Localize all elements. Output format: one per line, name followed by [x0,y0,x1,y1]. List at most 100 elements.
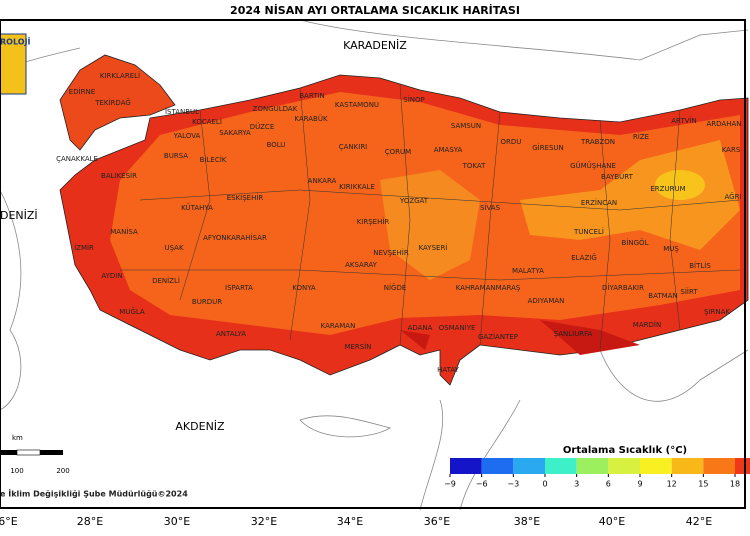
province-label: RİZE [633,132,649,141]
scale-label: 100 [10,467,23,475]
longitude-label: 38°E [514,515,540,528]
province-label: BİTLİS [689,261,711,270]
province-label: BİLECİK [200,155,227,164]
province-label: MERSİN [344,342,371,351]
province-label: OSMANİYE [439,323,476,332]
province-label: ÇORUM [385,148,411,156]
longitude-label: 30°E [164,515,190,528]
province-label: DENİZLİ [152,276,180,285]
province-label: ŞIRNAK [704,308,730,316]
province-label: BOLU [267,141,286,149]
colorbar: −9 −6 −3 0 3 6 9 12 15 18 [444,458,750,489]
province-label: BAYBURT [601,173,634,181]
province-label: ISPARTA [225,284,253,292]
colorbar-tick-label: −9 [444,480,456,489]
province-label: MALATYA [512,267,544,275]
province-label: BATMAN [648,292,677,300]
province-label: MUŞ [663,245,679,253]
province-label: ARDAHAN [707,120,742,128]
colorbar-segment [450,458,482,474]
province-label: TUNCELİ [573,227,604,236]
province-label: AMASYA [434,146,463,154]
province-label: YOZGAT [399,197,429,205]
longitude-label: 40°E [599,515,625,528]
province-label: ARTVİN [671,116,697,125]
province-label: ZONGULDAK [253,105,298,113]
province-label: KIRIKKALE [339,183,375,191]
colorbar-segment [513,458,545,474]
title: 2024 NİSAN AYI ORTALAMA SICAKLIK HARİTAS… [230,3,520,17]
province-label: AKSARAY [345,261,378,269]
province-label: KIRŞEHİR [357,217,390,226]
province-label: SİİRT [680,287,698,296]
province-label: DİYARBAKIR [602,283,644,292]
province-label: KOCAELİ [192,117,222,126]
sea-label: AKDENİZ [175,420,225,433]
province-label: BURSA [164,152,188,160]
province-label: BALIKESİR [101,171,137,180]
province-label: HATAY [437,366,459,374]
province-label: KONYA [292,284,316,292]
colorbar-segment [481,458,514,474]
province-label: TRABZON [580,138,615,146]
province-label: SAMSUN [451,122,481,130]
province-label: AYDIN [101,272,122,280]
province-label: ERZURUM [650,185,685,193]
province-label: SİVAS [480,203,501,212]
province-label: SAKARYA [219,129,251,137]
colorbar-tick-label: 3 [574,480,579,489]
province-label: EDİRNE [69,87,95,96]
province-label: BURDUR [192,298,222,306]
scale-unit: km [12,434,23,442]
province-label: KARAMAN [321,322,356,330]
longitude-label: 42°E [686,515,712,528]
colorbar-segment [640,458,672,474]
colorbar-tick-label: 0 [542,480,547,489]
province-label: MUĞLA [119,307,145,316]
province-label: YALOVA [173,132,201,140]
logo-text: ROLOJİ [0,37,31,47]
province-label: KIRKLARELİ [100,71,140,80]
province-label: GİRESUN [532,143,564,152]
colorbar-segment [576,458,609,474]
longitude-label: 6°E [0,515,18,528]
province-label: ANKARA [308,177,337,185]
province-label: ORDU [501,138,522,146]
colorbar-tick-label: −6 [476,480,488,489]
province-label: ERZİNCAN [581,198,617,207]
colorbar-segment [671,458,704,474]
province-label: ELAZIĞ [571,253,597,262]
province-label: ANTALYA [216,330,246,338]
turkey [59,54,749,386]
colorbar-tick-label: 6 [606,480,611,489]
province-label: ADIYAMAN [528,297,565,305]
colorbar-segment [703,458,735,474]
province-label: KARABÜK [294,114,328,123]
longitude-label: 34°E [337,515,363,528]
province-label: SİNOP [403,95,424,104]
province-label: KAYSERİ [419,243,448,252]
province-label: DÜZCE [250,122,275,131]
province-label: AFYONKARAHİSAR [203,233,267,242]
province-label: MARDİN [633,320,661,329]
longitude-label: 36°E [424,515,450,528]
scale-bar: km 100 200 [0,434,70,475]
province-label: GÜMÜŞHANE [570,161,616,170]
province-label: NEVŞEHİR [373,248,409,257]
colorbar-tick-label: −3 [507,480,519,489]
province-label: BARTIN [299,92,325,100]
province-label: KASTAMONU [335,101,379,109]
colorbar-segment [735,458,750,474]
longitude-label: 32°E [251,515,277,528]
footer: e İklim Değişikliği Şube Müdürlüğü©2024 [0,489,188,499]
colorbar-tick-label: 15 [698,480,708,489]
scale-label: 200 [56,467,69,475]
province-label: KÜTAHYA [181,203,213,212]
province-label: TEKİRDAĞ [94,98,131,107]
legend-title: Ortalama Sıcaklık (°C) [563,445,687,456]
province-label: İZMİR [74,243,94,252]
province-label: AĞRI [724,192,741,201]
province-label: MANİSA [110,227,138,236]
